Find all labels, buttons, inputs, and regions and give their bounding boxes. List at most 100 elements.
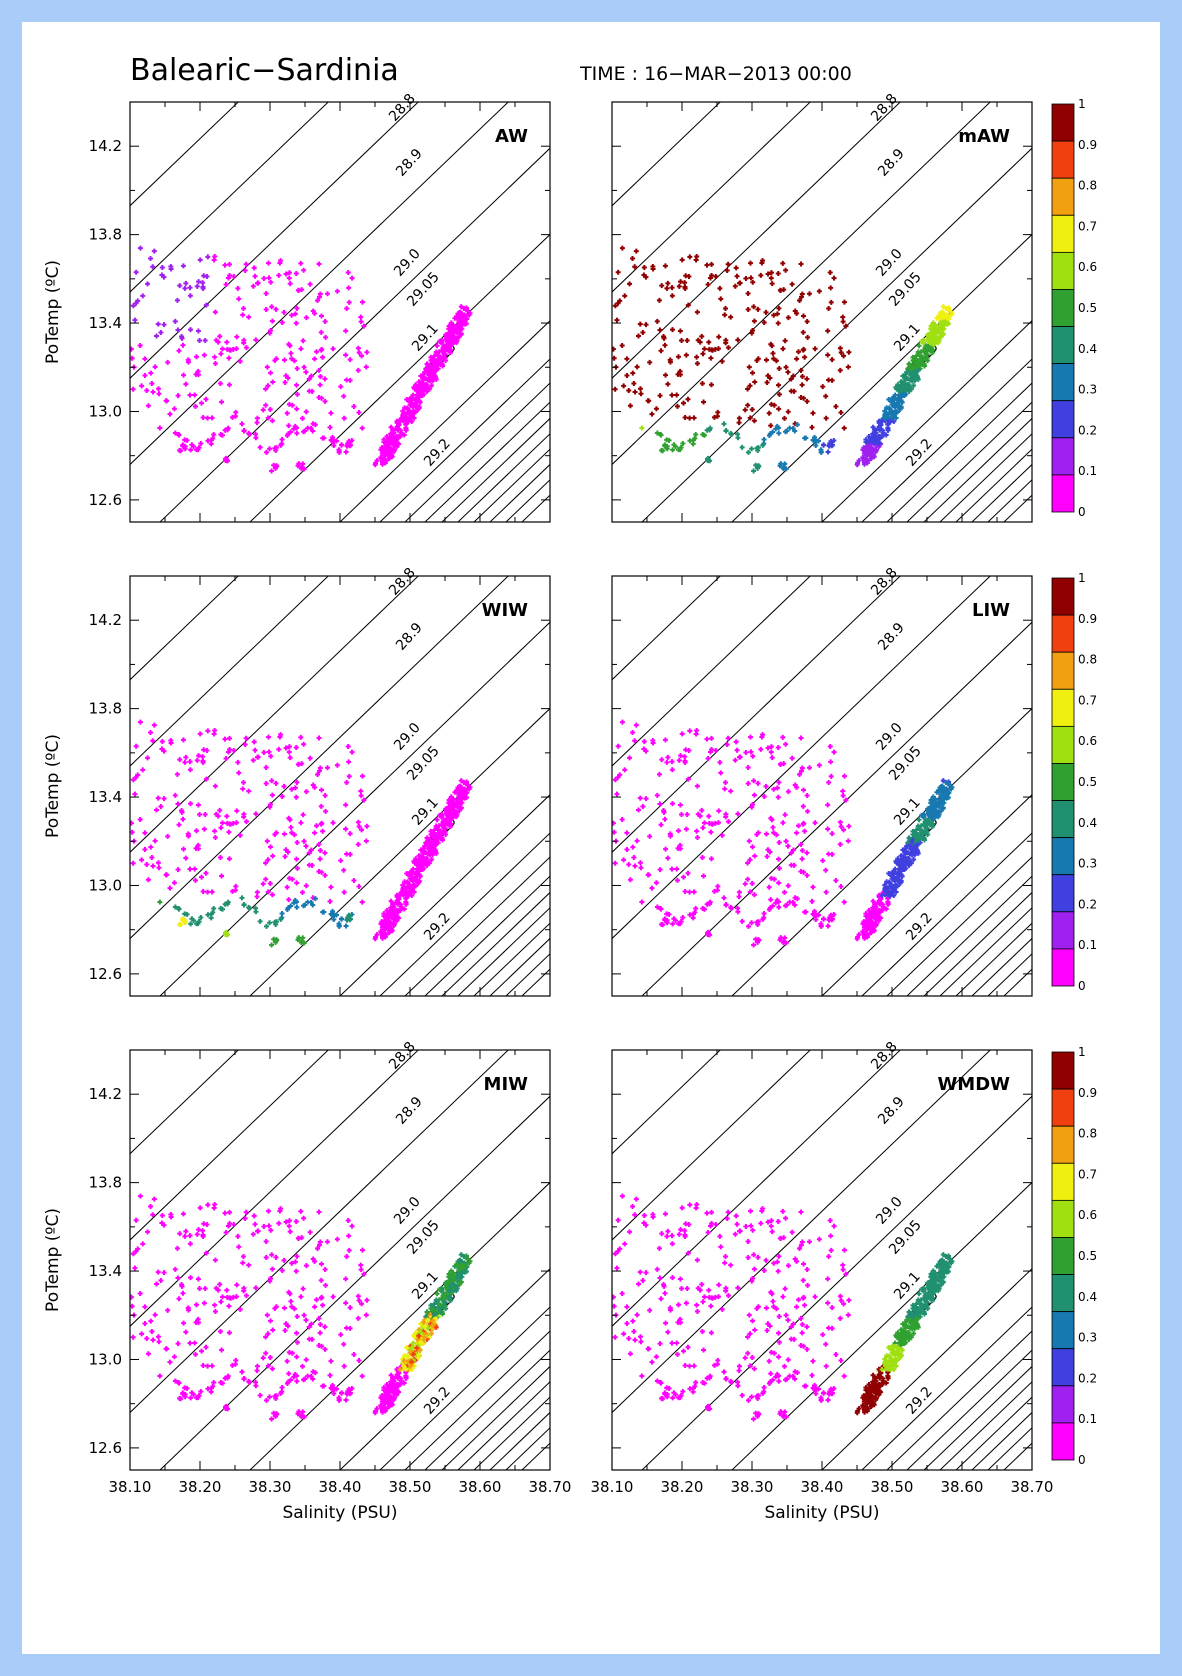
water-mass-label: LIW: [972, 600, 1010, 621]
data-point: [316, 1209, 322, 1215]
data-point: [243, 735, 249, 741]
data-point: [658, 348, 664, 354]
data-point: [179, 1282, 185, 1288]
data-point: [209, 1363, 215, 1369]
data-point: [187, 285, 193, 291]
contour-line: [612, 1050, 811, 1241]
data-point: [899, 873, 905, 879]
data-point: [653, 1354, 659, 1360]
data-point: [177, 757, 183, 763]
data-point: [286, 744, 292, 750]
data-point: [948, 786, 954, 792]
data-point: [898, 859, 904, 865]
data-point: [735, 431, 741, 437]
data-point: [831, 275, 837, 281]
data-point: [635, 807, 641, 813]
data-point: [243, 261, 249, 267]
data-point: [701, 1294, 707, 1300]
data-point: [790, 899, 796, 905]
data-point: [408, 889, 414, 895]
data-point: [390, 447, 396, 453]
data-point: [283, 745, 289, 751]
data-point: [192, 403, 198, 409]
data-point: [175, 393, 181, 399]
data-point: [265, 734, 271, 740]
data-point: [619, 1291, 625, 1297]
data-point: [747, 1331, 753, 1337]
contour-line: [1082, 1010, 1160, 1470]
data-point: [193, 1302, 199, 1308]
data-point: [423, 366, 429, 372]
data-point: [699, 333, 705, 339]
data-point: [823, 393, 829, 399]
data-point: [626, 1335, 632, 1341]
data-point: [417, 865, 423, 871]
data-point: [612, 346, 616, 352]
data-point: [202, 337, 208, 343]
data-point: [637, 795, 643, 801]
data-point: [721, 421, 727, 427]
data-point: [915, 850, 921, 856]
data-point: [156, 391, 162, 397]
data-point: [446, 1294, 452, 1300]
data-point: [182, 1394, 188, 1400]
colorbar-segment: [1051, 651, 1075, 690]
data-point: [725, 735, 731, 741]
data-point: [225, 1373, 231, 1379]
data-point: [464, 782, 470, 788]
data-point: [747, 415, 753, 421]
data-point: [260, 1355, 266, 1361]
data-point: [914, 363, 920, 369]
data-point: [286, 1218, 292, 1224]
data-point: [145, 1229, 151, 1235]
data-point: [747, 1363, 753, 1369]
data-point: [317, 856, 323, 862]
data-point: [401, 906, 407, 912]
data-point: [915, 376, 921, 382]
data-point: [745, 449, 751, 455]
data-point: [158, 330, 164, 336]
data-point: [378, 921, 384, 927]
data-point: [686, 1221, 692, 1227]
data-point: [704, 1404, 710, 1410]
data-point: [294, 382, 300, 388]
data-point: [433, 1297, 439, 1303]
data-point: [751, 942, 757, 948]
data-point: [159, 1212, 165, 1218]
data-point: [889, 402, 895, 408]
data-point: [624, 846, 630, 852]
data-point: [768, 270, 774, 276]
data-point: [349, 275, 355, 281]
data-point: [458, 1252, 464, 1258]
data-point: [293, 320, 299, 326]
data-point: [826, 377, 832, 383]
data-point: [658, 432, 664, 438]
data-point: [405, 880, 411, 886]
data-point: [722, 1254, 728, 1259]
data-point: [301, 838, 307, 844]
data-point: [700, 1299, 706, 1305]
data-point: [317, 291, 323, 297]
data-point: [711, 888, 717, 894]
data-point: [653, 406, 659, 412]
data-point: [432, 363, 438, 369]
data-point: [745, 1334, 751, 1340]
data-point: [635, 333, 641, 339]
data-point: [846, 1297, 852, 1303]
data-point: [764, 380, 770, 386]
data-point: [745, 1254, 751, 1260]
data-point: [630, 730, 636, 736]
data-point: [168, 263, 174, 269]
data-point: [312, 830, 318, 836]
data-point: [767, 1323, 773, 1329]
data-point: [289, 1260, 295, 1266]
data-point: [263, 876, 269, 882]
contour-label: 28.8: [386, 91, 419, 125]
data-point: [401, 1358, 407, 1364]
data-point: [890, 415, 896, 421]
data-point: [263, 449, 269, 455]
data-point: [810, 1385, 816, 1391]
data-point: [254, 415, 260, 421]
data-point: [183, 754, 189, 760]
data-point: [241, 428, 247, 434]
